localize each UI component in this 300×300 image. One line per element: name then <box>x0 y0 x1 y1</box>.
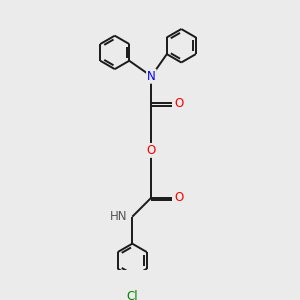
Text: HN: HN <box>110 210 128 223</box>
Text: O: O <box>175 191 184 204</box>
Text: N: N <box>147 70 156 83</box>
Text: Cl: Cl <box>127 290 138 300</box>
Text: O: O <box>147 144 156 157</box>
Text: O: O <box>175 97 184 110</box>
